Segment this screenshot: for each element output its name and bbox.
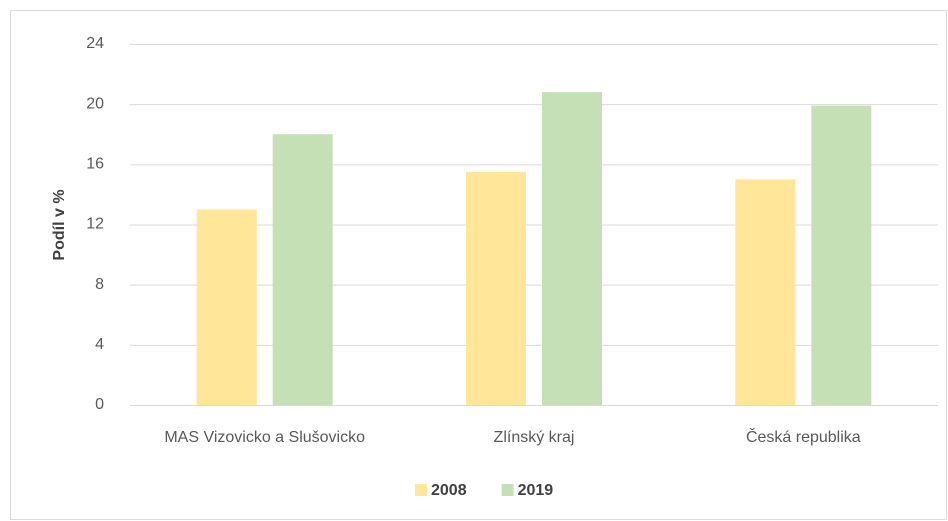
y-tick-label: 0: [95, 396, 104, 413]
bar: [196, 209, 257, 405]
y-tick-label: 24: [86, 35, 104, 52]
bar: [735, 179, 796, 405]
bar: [272, 134, 333, 405]
x-tick-label: MAS Vizovicko a Slušovicko: [164, 429, 365, 446]
legend-label: 2019: [518, 482, 554, 499]
legend-swatch: [415, 484, 427, 496]
y-axis-label: Podíl v %: [51, 189, 68, 260]
y-tick-label: 20: [86, 95, 104, 112]
y-tick-label: 12: [86, 216, 104, 233]
bar: [811, 105, 872, 405]
x-tick-label: Zlínský kraj: [494, 429, 575, 446]
legend-swatch: [501, 484, 514, 496]
bar: [542, 92, 602, 405]
x-tick-label: Česká republika: [746, 427, 861, 446]
legend-label: 2008: [431, 482, 467, 499]
bar: [466, 171, 526, 405]
y-tick-label: 16: [86, 156, 104, 173]
y-tick-label: 8: [95, 276, 104, 293]
y-tick-label: 4: [95, 336, 104, 353]
